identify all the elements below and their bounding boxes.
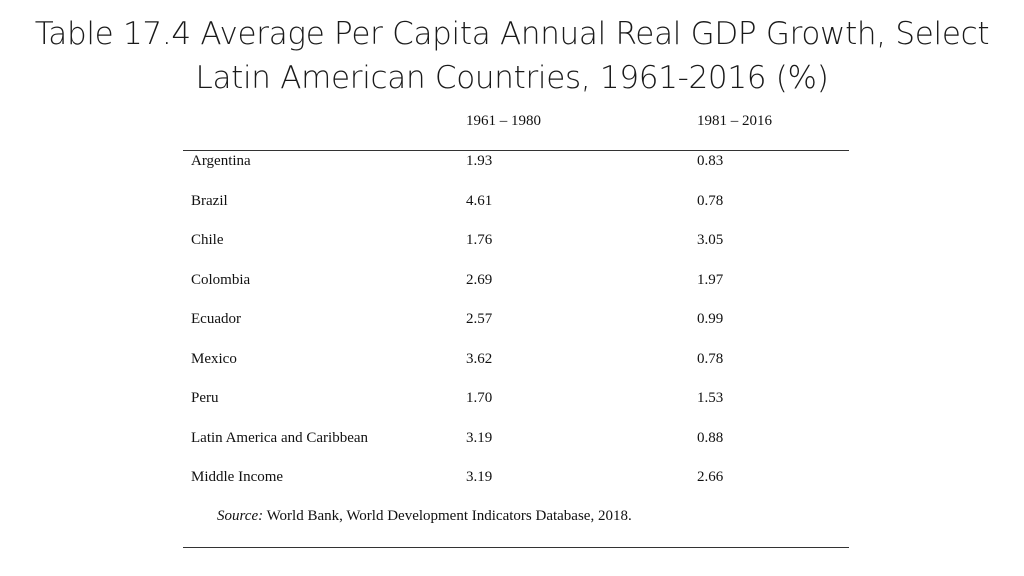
value-1981-2016: 3.05 <box>697 232 724 248</box>
country-name: Argentina <box>191 153 251 169</box>
table-row: Mexico 3.62 0.78 <box>183 349 849 389</box>
value-1981-2016: 0.78 <box>697 350 724 367</box>
value-1961-1980: 1.70 <box>466 390 493 406</box>
value-1961-1980: 1.93 <box>466 153 493 169</box>
source-label: Source: <box>217 507 264 524</box>
table-row: Argentina 1.93 0.83 <box>183 151 849 191</box>
country-name: Middle Income <box>191 469 284 485</box>
value-1961-1980: 3.62 <box>466 350 493 367</box>
title-line-2: Latin American Countries, 1961-2016 (%) <box>195 60 829 96</box>
table-header: 1961 – 1980 1981 – 2016 <box>183 108 849 151</box>
value-1961-1980: 1.76 <box>466 232 493 248</box>
value-1961-1980: 3.19 <box>466 469 493 485</box>
title-line-1: Table 17.4 Average Per Capita Annual Rea… <box>34 16 990 52</box>
header-period-1: 1961 – 1980 <box>466 113 541 129</box>
table-row: Brazil 4.61 0.78 <box>183 191 849 231</box>
value-1961-1980: 2.57 <box>466 311 493 327</box>
value-1981-2016: 1.97 <box>697 271 724 288</box>
table-row: Latin America and Caribbean 3.19 0.88 <box>183 428 849 468</box>
table-row: Chile 1.76 3.05 <box>183 230 849 270</box>
country-name: Brazil <box>191 192 228 209</box>
value-1961-1980: 2.69 <box>466 271 493 288</box>
slide-title: Table 17.4 Average Per Capita Annual Rea… <box>0 12 1024 100</box>
value-1961-1980: 3.19 <box>466 429 493 446</box>
table-row: Ecuador 2.57 0.99 <box>183 309 849 349</box>
source-text: World Bank, World Development Indicators… <box>263 507 632 524</box>
header-period-2: 1981 – 2016 <box>697 113 772 129</box>
value-1981-2016: 0.88 <box>697 429 724 446</box>
value-1981-2016: 2.66 <box>697 469 724 485</box>
value-1961-1980: 4.61 <box>466 192 493 209</box>
gdp-growth-table: 1961 – 1980 1981 – 2016 Argentina 1.93 0… <box>183 108 849 548</box>
value-1981-2016: 1.53 <box>697 390 724 406</box>
country-name: Mexico <box>191 350 237 367</box>
table-source-note: Source: World Bank, World Development In… <box>183 507 849 548</box>
value-1981-2016: 0.78 <box>697 192 724 209</box>
table-row: Peru 1.70 1.53 <box>183 388 849 428</box>
country-name: Colombia <box>191 271 251 288</box>
table-row: Colombia 2.69 1.97 <box>183 270 849 310</box>
country-name: Chile <box>191 232 224 248</box>
country-name: Ecuador <box>191 311 241 327</box>
source-note: Source: World Bank, World Development In… <box>217 508 632 525</box>
value-1981-2016: 0.83 <box>697 153 724 169</box>
table-row: Middle Income 3.19 2.66 <box>183 467 849 507</box>
value-1981-2016: 0.99 <box>697 311 724 327</box>
country-name: Peru <box>191 390 219 406</box>
country-name: Latin America and Caribbean <box>191 429 369 446</box>
